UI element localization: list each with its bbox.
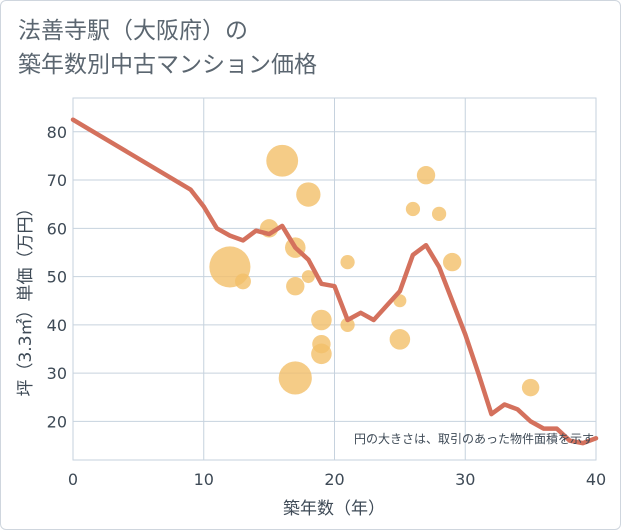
data-bubble — [405, 201, 421, 217]
title-line-2: 築年数別中古マンション価格 — [18, 52, 317, 78]
grid-vertical — [72, 98, 597, 460]
y-tick-label: 20 — [47, 412, 67, 431]
x-tick-label: 40 — [586, 470, 606, 489]
data-bubble — [296, 182, 321, 207]
average-price-line — [70, 117, 599, 446]
data-bubble — [311, 343, 332, 365]
y-tick-labels: 20 30 40 50 60 70 80 — [47, 123, 67, 432]
data-bubble — [235, 273, 251, 290]
grid-horizontal — [73, 131, 596, 422]
bubble-size-note: 円の大きさは、取引のあった物件面積を示す — [354, 431, 594, 446]
data-bubble — [311, 309, 332, 331]
data-bubble — [286, 277, 305, 296]
x-axis-label: 築年数（年） — [283, 499, 385, 519]
y-tick-label: 40 — [47, 316, 67, 335]
x-tick-label: 0 — [68, 470, 78, 489]
title-line-1: 法善寺駅（大阪府）の — [18, 18, 248, 44]
data-bubble — [340, 254, 355, 270]
data-bubble — [431, 206, 447, 221]
x-tick-label: 10 — [194, 470, 214, 489]
data-bubble — [416, 166, 436, 185]
x-tick-labels: 0 10 20 30 40 — [68, 470, 606, 489]
y-tick-label: 60 — [47, 219, 67, 238]
data-bubble — [340, 317, 355, 332]
data-bubble — [278, 361, 312, 395]
y-axis-label: 坪（3.3㎡）単価（万円） — [16, 199, 36, 396]
y-tick-label: 30 — [47, 364, 67, 383]
data-bubble — [266, 144, 299, 177]
data-bubble — [389, 329, 411, 350]
x-tick-label: 30 — [455, 470, 475, 489]
y-tick-label: 70 — [47, 171, 67, 190]
data-bubble — [301, 270, 315, 284]
y-tick-label: 50 — [47, 268, 67, 287]
x-tick-label: 20 — [324, 470, 344, 489]
data-bubble — [442, 252, 462, 272]
data-bubble — [521, 378, 540, 397]
chart-title: 法善寺駅（大阪府）の 築年数別中古マンション価格 — [18, 14, 317, 82]
y-tick-label: 80 — [47, 123, 67, 142]
